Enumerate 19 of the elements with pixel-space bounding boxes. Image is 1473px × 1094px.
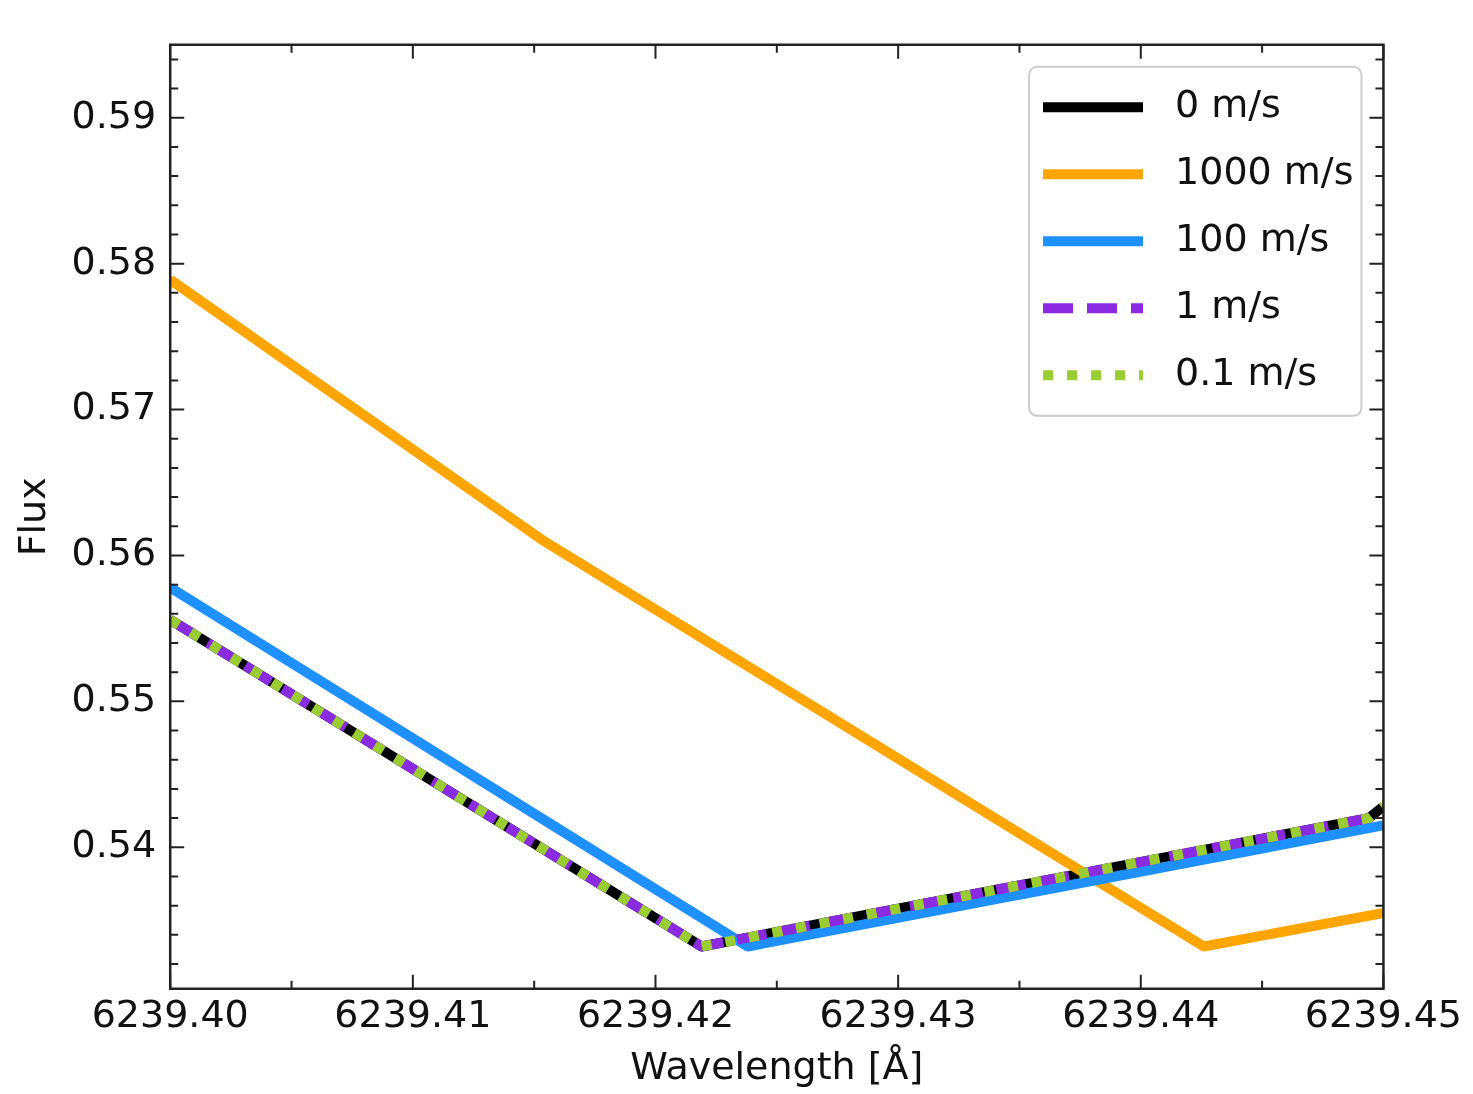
y-tick-label: 0.57 [71,384,157,429]
y-tick-label: 0.56 [71,530,157,575]
legend-label: 1000 m/s [1175,149,1354,194]
x-tick-label: 6239.41 [334,992,492,1037]
x-axis-title: Wavelength [Å] [630,1044,924,1089]
y-tick-label: 0.54 [71,822,157,867]
legend-label: 0.1 m/s [1175,350,1318,395]
y-tick-label: 0.59 [71,92,157,137]
x-tick-label: 6239.44 [1062,992,1220,1037]
x-tick-label: 6239.43 [819,992,977,1037]
y-tick-label: 0.58 [71,238,157,283]
x-tick-label: 6239.42 [576,992,735,1037]
x-tick-label: 6239.40 [91,992,249,1037]
y-tick-label: 0.55 [71,676,157,721]
y-axis-title: Flux [9,477,54,557]
legend-label: 100 m/s [1175,216,1330,261]
x-tick-label: 6239.45 [1304,992,1462,1037]
legend-label: 1 m/s [1175,283,1281,328]
legend-label: 0 m/s [1175,82,1281,127]
